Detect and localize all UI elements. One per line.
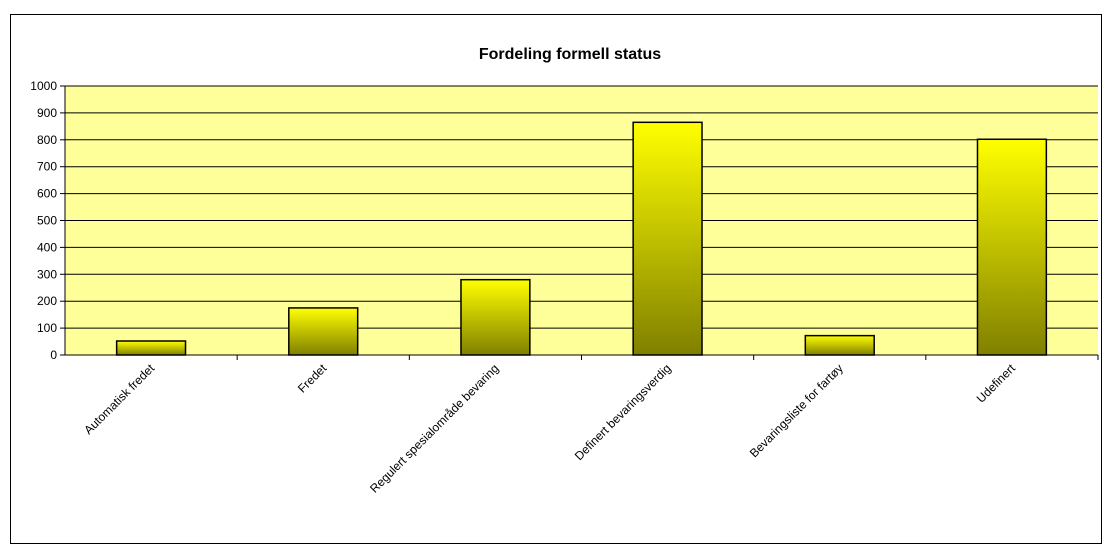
y-tick-label: 700 xyxy=(37,160,57,174)
x-tick-label: Udefinert xyxy=(974,361,1019,406)
bar xyxy=(115,340,187,356)
y-tick-label: 300 xyxy=(37,267,57,281)
y-tick-label: 400 xyxy=(37,240,57,254)
y-tick-label: 200 xyxy=(37,294,57,308)
y-tick-label: 900 xyxy=(37,106,57,120)
x-tick-label: Bevaringsliste for fartøy xyxy=(747,361,846,460)
axes xyxy=(64,86,1099,360)
y-tick-label: 1000 xyxy=(30,79,57,93)
bar xyxy=(804,334,875,356)
y-tick-label: 500 xyxy=(37,214,57,228)
x-tick-labels: Automatisk fredet Fredet Regulert spesialo… xyxy=(81,361,1018,496)
gridlines xyxy=(60,85,1098,356)
x-tick-label: Fredet xyxy=(295,361,330,396)
bar xyxy=(288,307,359,356)
x-tick-label: Automatisk fredet xyxy=(81,361,157,437)
y-tick-labels: 0 100 200 300 400 500 600 700 800 900 1000 xyxy=(30,79,57,362)
x-tick-label: Regulert spesialområde bevaring xyxy=(367,361,501,495)
chart-title: Fordeling formell status xyxy=(479,46,661,63)
bar xyxy=(632,121,703,356)
x-tick-label: Definert bevaringsverdig xyxy=(572,361,674,463)
y-tick-label: 600 xyxy=(37,187,57,201)
y-tick-label: 0 xyxy=(50,348,57,362)
bar xyxy=(976,138,1048,356)
y-tick-label: 800 xyxy=(37,133,57,147)
bar-chart: Fordeling formell status 0 100 200 300 400 50… xyxy=(30,46,1099,496)
bar xyxy=(460,278,531,356)
y-tick-label: 100 xyxy=(37,321,57,335)
bars xyxy=(115,121,1048,356)
